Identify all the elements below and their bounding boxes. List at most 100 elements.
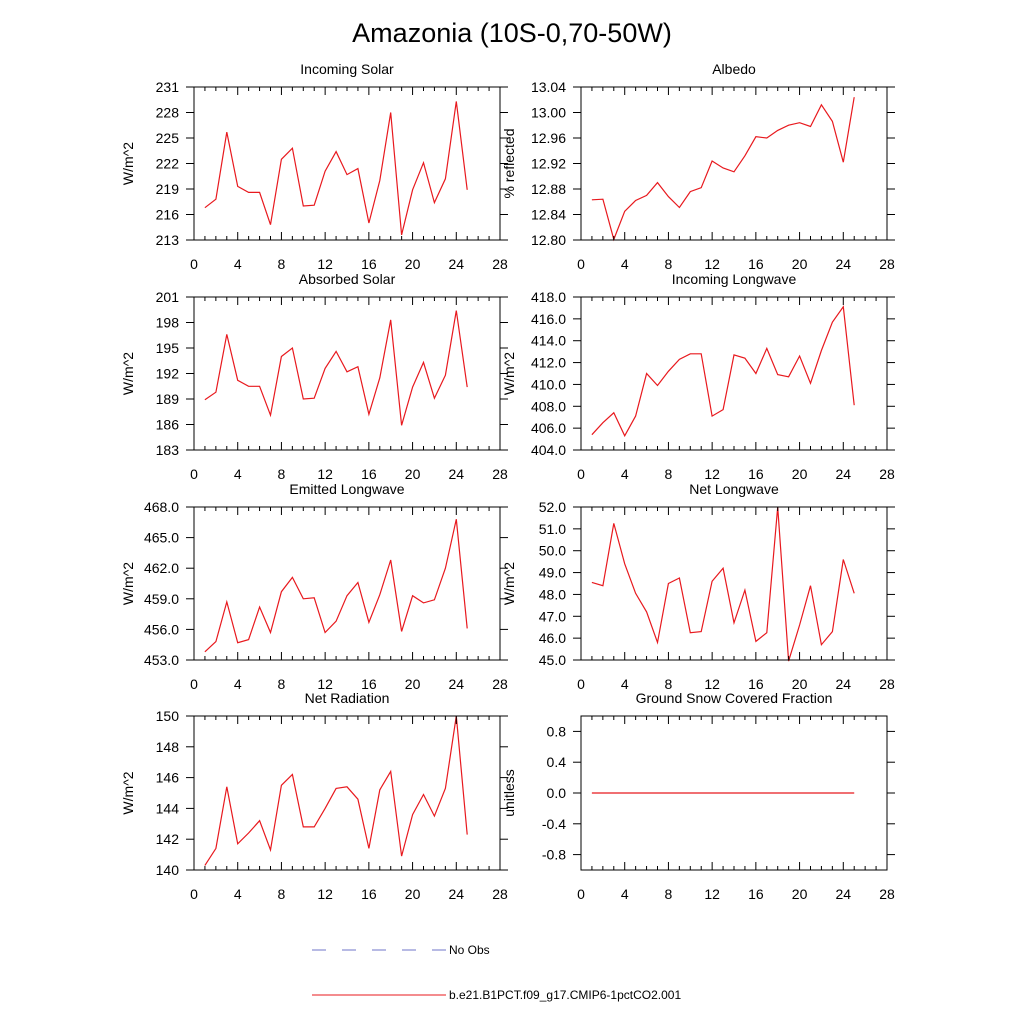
series-line-incoming-longwave	[591, 305, 855, 438]
x-tick-label: 16	[748, 886, 764, 902]
x-tick-label: 28	[492, 886, 508, 902]
y-axis-label: W/m^2	[501, 562, 517, 605]
x-tick-label: 20	[405, 466, 421, 482]
y-tick-label: 0.8	[547, 723, 567, 739]
x-tick-label: 28	[492, 676, 508, 692]
panel-title: Incoming Solar	[300, 61, 394, 77]
y-tick-label: 459.0	[144, 591, 179, 607]
x-tick-label: 12	[704, 256, 720, 272]
x-tick-label: 20	[405, 676, 421, 692]
y-tick-label: 198	[156, 315, 180, 331]
y-tick-label: 225	[156, 130, 180, 146]
y-tick-label: 46.0	[539, 630, 566, 646]
series-line-albedo	[591, 97, 855, 242]
panel-incoming-solar: 0 4 8 12 16 20 24 28 213 216 219 222 225 228 231 Incomi…	[120, 61, 508, 272]
y-tick-label: 412.0	[531, 355, 566, 371]
panel-title: Absorbed Solar	[299, 271, 396, 287]
y-tick-label: 410.0	[531, 376, 566, 392]
y-tick-label: 48.0	[539, 586, 566, 602]
x-tick-label: 28	[492, 466, 508, 482]
y-tick-label: 406.0	[531, 420, 566, 436]
y-tick-label: 408.0	[531, 398, 566, 414]
x-tick-label: 24	[448, 466, 464, 482]
y-tick-label: 414.0	[531, 333, 566, 349]
y-tick-label: 140	[156, 862, 180, 878]
y-tick-label: 201	[156, 289, 180, 305]
y-tick-label: 216	[156, 207, 180, 223]
y-tick-label: 0.4	[547, 754, 567, 770]
x-tick-label: 20	[405, 886, 421, 902]
x-tick-label: 20	[792, 676, 808, 692]
x-tick-label: 8	[278, 676, 286, 692]
y-tick-label: 49.0	[539, 565, 566, 581]
x-tick-label: 28	[879, 256, 895, 272]
y-tick-label: 47.0	[539, 608, 566, 624]
x-tick-label: 8	[278, 466, 286, 482]
y-tick-label: 231	[156, 79, 180, 95]
x-tick-label: 8	[278, 256, 286, 272]
y-tick-label: 146	[156, 770, 180, 786]
x-tick-label: 28	[879, 676, 895, 692]
y-tick-label: 150	[156, 708, 180, 724]
panel-net-longwave: 0 4 8 12 16 20 24 28 45.0 46.0 47.0 48.0 49.0 50.0 51.…	[501, 481, 895, 692]
x-tick-label: 0	[577, 676, 585, 692]
y-axis-label: W/m^2	[120, 352, 136, 395]
y-tick-label: 12.88	[531, 181, 566, 197]
x-tick-label: 24	[448, 256, 464, 272]
x-tick-label: 0	[190, 466, 198, 482]
panel-title: Emitted Longwave	[289, 481, 404, 497]
y-tick-label: 51.0	[539, 521, 566, 537]
x-tick-label: 28	[879, 886, 895, 902]
x-tick-label: 20	[792, 886, 808, 902]
y-tick-label: 465.0	[144, 530, 179, 546]
y-tick-label: 50.0	[539, 543, 566, 559]
x-tick-label: 24	[835, 676, 851, 692]
y-tick-label: -0.8	[542, 847, 566, 863]
x-tick-label: 4	[234, 886, 242, 902]
panel-title: Net Longwave	[689, 481, 779, 497]
x-tick-label: 8	[665, 886, 673, 902]
x-tick-label: 8	[278, 886, 286, 902]
y-tick-label: 0.0	[547, 785, 567, 801]
panel-net-radiation: 0 4 8 12 16 20 24 28 140 142 144 146 148 150 Net Radia…	[120, 690, 508, 902]
x-tick-label: 12	[317, 886, 333, 902]
x-tick-label: 24	[448, 676, 464, 692]
panel-albedo: 0 4 8 12 16 20 24 28 12.80 12.84 12.88 12.92 12.96 13…	[501, 61, 895, 272]
y-tick-label: 468.0	[144, 499, 179, 515]
y-tick-label: 219	[156, 181, 180, 197]
y-tick-label: 45.0	[539, 652, 566, 668]
x-tick-label: 12	[317, 466, 333, 482]
plot-frame	[580, 296, 888, 451]
plot-frame	[193, 296, 501, 451]
x-tick-label: 20	[792, 466, 808, 482]
y-tick-label: 186	[156, 417, 180, 433]
x-tick-label: 4	[234, 256, 242, 272]
panel-emitted-longwave: 0 4 8 12 16 20 24 28 453.0 456.0 459.0 462.0 465.0 46…	[120, 481, 508, 692]
panels: 0 4 8 12 16 20 24 28 213 216 219 222 225 228 231 Incomi…	[120, 61, 895, 902]
x-tick-label: 12	[317, 676, 333, 692]
y-tick-label: 192	[156, 366, 180, 382]
y-axis-label: % reflected	[501, 128, 517, 198]
x-tick-label: 24	[835, 886, 851, 902]
x-tick-label: 4	[621, 886, 629, 902]
y-tick-label: 183	[156, 442, 180, 458]
series-line-emitted-longwave	[204, 519, 468, 653]
x-tick-label: 0	[190, 886, 198, 902]
x-tick-label: 12	[704, 886, 720, 902]
y-axis-label: W/m^2	[120, 771, 136, 814]
panel-title: Ground Snow Covered Fraction	[636, 690, 833, 706]
y-tick-label: -0.4	[542, 816, 566, 832]
x-tick-label: 12	[704, 676, 720, 692]
series-line-net-longwave	[591, 506, 855, 662]
x-tick-label: 12	[704, 466, 720, 482]
y-axis-label: unitless	[501, 769, 517, 816]
x-tick-label: 4	[621, 676, 629, 692]
x-tick-label: 20	[792, 256, 808, 272]
y-tick-label: 228	[156, 105, 180, 121]
x-tick-label: 16	[748, 676, 764, 692]
y-tick-label: 144	[156, 800, 180, 816]
panel-ground-snow-covered-fraction: 0 4 8 12 16 20 24 28 -0.8 -0.4 0.0 0.4 0.8 Ground Sno…	[501, 690, 895, 902]
x-tick-label: 4	[621, 256, 629, 272]
x-tick-label: 0	[190, 256, 198, 272]
plot-frame	[580, 86, 888, 241]
